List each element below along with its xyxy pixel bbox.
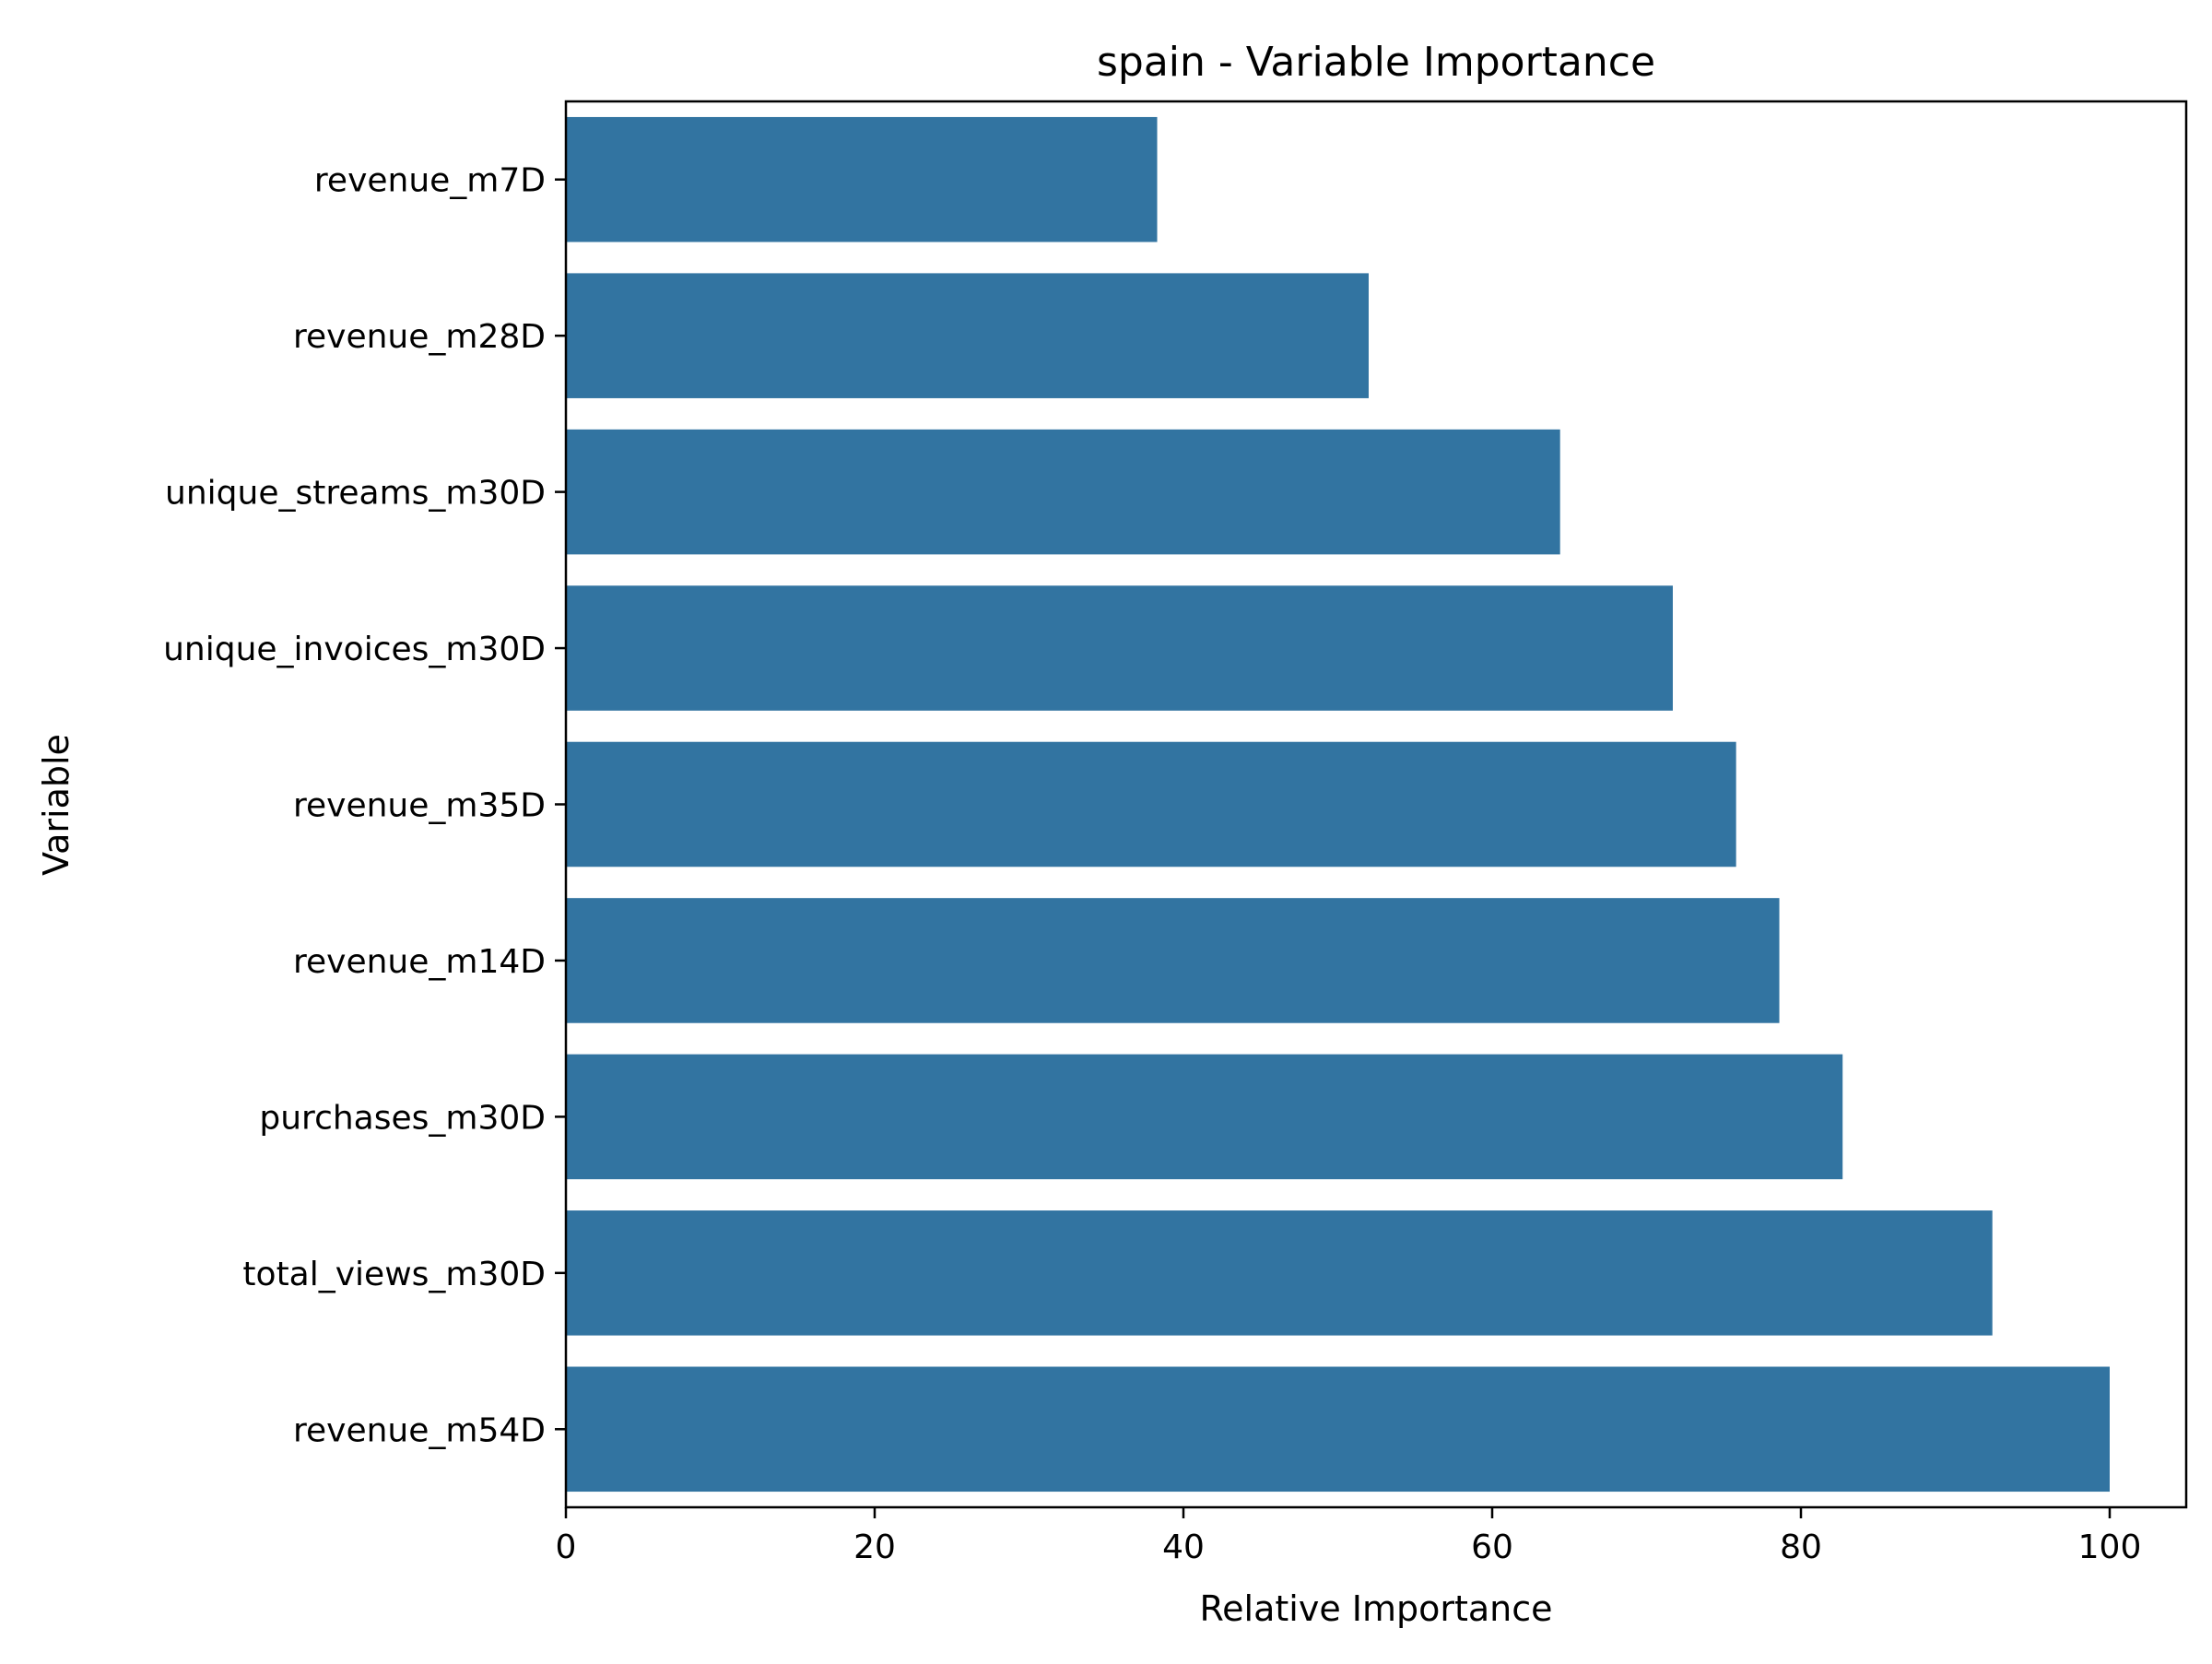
- bar-total_views_m30D: [566, 1210, 1993, 1336]
- y-tick-label: revenue_m54D: [293, 1411, 546, 1449]
- bar-unique_invoices_m30D: [566, 585, 1673, 711]
- bar-revenue_m7D: [566, 116, 1158, 242]
- y-tick-label: revenue_m28D: [293, 318, 546, 356]
- x-axis-label: Relative Importance: [1199, 1588, 1552, 1629]
- y-tick-label: revenue_m7D: [314, 162, 546, 200]
- x-tick-label: 0: [556, 1528, 577, 1566]
- bar-revenue_m35D: [566, 741, 1736, 867]
- bar-revenue_m14D: [566, 898, 1780, 1023]
- chart-title: spain - Variable Importance: [1097, 39, 1655, 86]
- plot-frame: [564, 100, 2188, 1509]
- bar-unique_streams_m30D: [566, 429, 1560, 555]
- bar-revenue_m54D: [566, 1366, 2110, 1493]
- ticks-layer: revenue_m7D revenue_m28D unique_streams_m3…: [163, 162, 2141, 1566]
- x-tick-label: 20: [853, 1528, 896, 1566]
- y-tick-label: total_views_m30D: [242, 1256, 546, 1293]
- y-tick-label: purchases_m30D: [259, 1099, 546, 1137]
- bars-layer: [566, 116, 2110, 1493]
- x-tick-label: 80: [1780, 1528, 1822, 1566]
- y-tick-label: revenue_m14D: [293, 943, 546, 981]
- y-tick-label: unique_invoices_m30D: [163, 631, 546, 668]
- bar-purchases_m30D: [566, 1054, 1843, 1180]
- x-tick-label: 60: [1471, 1528, 1513, 1566]
- y-axis-label: Variable: [36, 734, 76, 876]
- y-tick-label: revenue_m35D: [293, 787, 546, 825]
- bar-revenue_m28D: [566, 273, 1369, 398]
- y-tick-label: unique_streams_m30D: [165, 475, 546, 513]
- x-tick-label: 100: [2078, 1528, 2142, 1566]
- x-tick-label: 40: [1162, 1528, 1205, 1566]
